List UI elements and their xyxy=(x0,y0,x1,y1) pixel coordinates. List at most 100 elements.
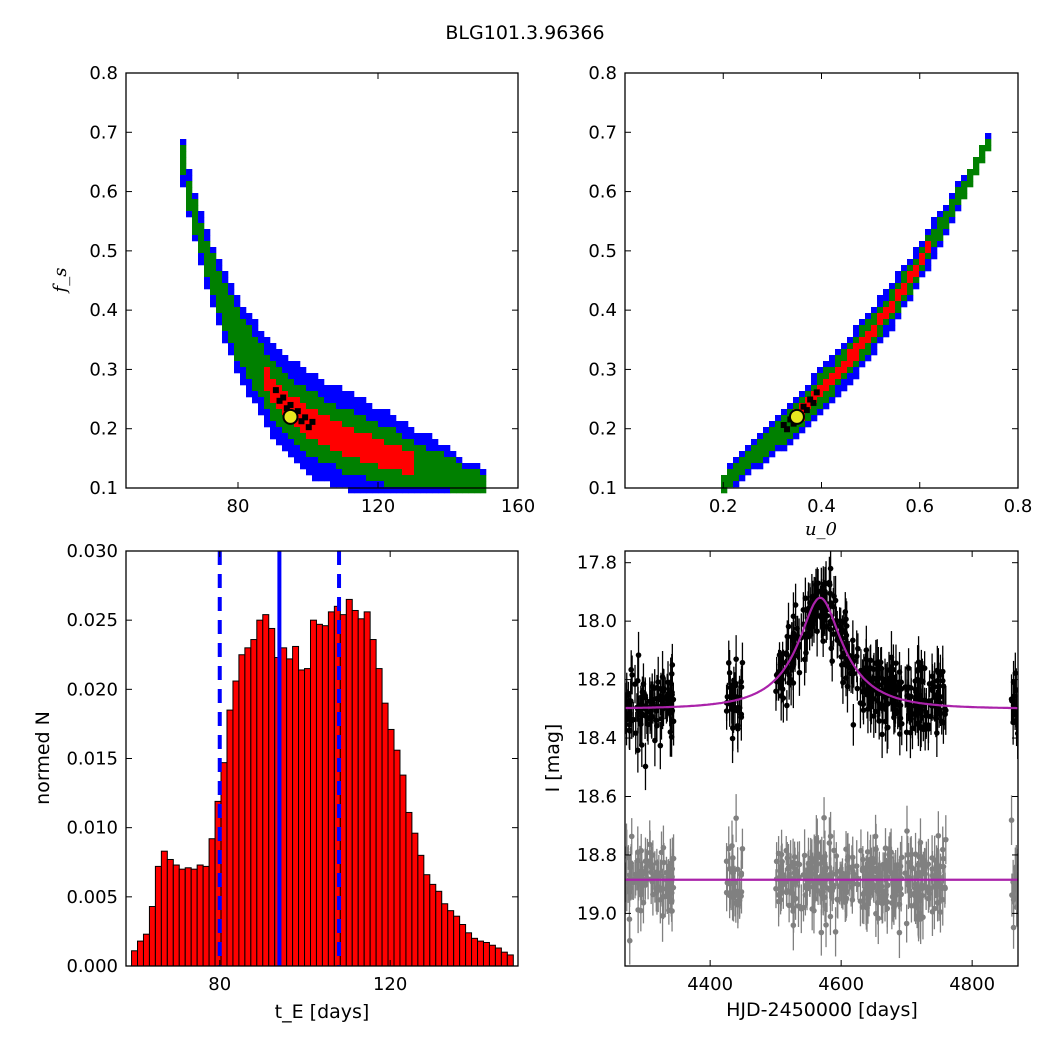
heatmap-cell xyxy=(366,421,373,428)
data-point xyxy=(648,698,654,704)
heatmap-cell xyxy=(847,343,854,350)
heatmap-cell xyxy=(853,349,860,356)
heatmap-cell xyxy=(913,271,920,278)
heatmap-cell xyxy=(342,403,349,410)
y-tick-label: 0.2 xyxy=(588,419,617,440)
heatmap-cell xyxy=(907,295,914,302)
heatmap-core-cell xyxy=(305,424,312,431)
data-point xyxy=(625,702,629,708)
data-point xyxy=(855,645,861,652)
heatmap-cell xyxy=(210,271,217,278)
heatmap-cell xyxy=(252,391,259,398)
heatmap-cell xyxy=(198,217,205,224)
heatmap-cell xyxy=(841,361,848,368)
heatmap-cell xyxy=(276,439,283,446)
heatmap-cell xyxy=(883,325,890,332)
heatmap-cell xyxy=(288,433,295,440)
heatmap-cell xyxy=(366,463,373,470)
residual-point xyxy=(853,863,860,869)
heatmap-cell xyxy=(745,457,752,464)
heatmap-cell xyxy=(264,391,271,398)
heatmap-cell xyxy=(216,289,223,296)
heatmap-cell xyxy=(781,415,788,422)
heatmap-cell xyxy=(871,337,878,344)
heatmap-cell xyxy=(312,385,319,392)
heatmap-cell xyxy=(402,427,409,434)
histogram-bar xyxy=(280,647,288,967)
heatmap-cell xyxy=(258,373,265,380)
heatmap-cell xyxy=(294,403,301,410)
heatmap-cell xyxy=(330,421,337,428)
heatmap-cell xyxy=(372,469,379,476)
heatmap-cell xyxy=(306,469,313,476)
heatmap-cell xyxy=(228,319,235,326)
heatmap-cell xyxy=(300,451,307,458)
histogram-bar xyxy=(202,865,210,967)
model-curve xyxy=(625,596,1018,710)
residual-point xyxy=(934,900,941,906)
heatmap-cell xyxy=(853,373,860,380)
heatmap-cell xyxy=(342,421,349,428)
heatmap-cell xyxy=(895,301,902,308)
y-tick-label: 19.0 xyxy=(577,903,617,924)
data-point xyxy=(723,708,730,714)
data-point xyxy=(826,581,833,588)
heatmap-cell xyxy=(420,487,427,494)
residual-point xyxy=(821,814,827,821)
heatmap-cell xyxy=(300,463,307,470)
heatmap-cell xyxy=(823,373,830,380)
heatmap-cell xyxy=(222,301,229,308)
heatmap-cell xyxy=(913,265,920,272)
heatmap-cell xyxy=(823,391,830,398)
heatmap-cell xyxy=(949,211,956,218)
heatmap-cell xyxy=(841,367,848,374)
heatmap-cell xyxy=(312,427,319,434)
heatmap-cell xyxy=(186,181,193,188)
heatmap-cell xyxy=(366,451,373,458)
heatmap-cell xyxy=(889,325,896,332)
heatmap-cell xyxy=(390,451,397,458)
data-point xyxy=(802,595,809,602)
heatmap-cell xyxy=(300,397,307,404)
data-point xyxy=(872,708,879,715)
heatmap-cell xyxy=(258,361,265,368)
heatmap-cell xyxy=(949,199,956,206)
heatmap-cell xyxy=(805,391,812,398)
heatmap-cell xyxy=(336,421,343,428)
x-tick-label: 4600 xyxy=(818,974,864,995)
heatmap-cell xyxy=(384,457,391,464)
heatmap-cell xyxy=(294,379,301,386)
residual-point xyxy=(1010,924,1017,931)
heatmap-cell xyxy=(841,373,848,380)
data-point xyxy=(893,660,899,666)
heatmap-cell xyxy=(847,349,854,356)
heatmap-cell xyxy=(817,397,824,404)
heatmap-cell xyxy=(354,481,361,488)
heatmap-cell xyxy=(408,457,415,464)
figure-title: BLG101.3.96366 xyxy=(445,22,605,44)
heatmap-cell xyxy=(342,481,349,488)
heatmap-cell xyxy=(859,349,866,356)
data-point xyxy=(837,618,844,624)
heatmap-cell xyxy=(324,475,331,482)
heatmap-cell xyxy=(306,385,313,392)
data-point xyxy=(739,659,746,666)
heatmap-cell xyxy=(474,481,481,488)
heatmap-cell xyxy=(210,301,217,308)
heatmap-cell xyxy=(883,295,890,302)
heatmap-cell xyxy=(949,193,956,200)
data-point xyxy=(918,725,924,732)
heatmap-cell xyxy=(258,331,265,338)
data-point xyxy=(629,672,635,678)
heatmap-cell xyxy=(252,319,259,326)
heatmap-cell xyxy=(372,487,379,494)
heatmap-cell xyxy=(270,421,277,428)
residual-point xyxy=(791,854,798,860)
heatmap-cell xyxy=(306,403,313,410)
residual-point xyxy=(935,869,942,876)
histogram-bar xyxy=(447,910,455,967)
heatmap-cell xyxy=(402,463,409,470)
residual-point xyxy=(827,913,834,920)
heatmap-cell xyxy=(300,427,307,434)
